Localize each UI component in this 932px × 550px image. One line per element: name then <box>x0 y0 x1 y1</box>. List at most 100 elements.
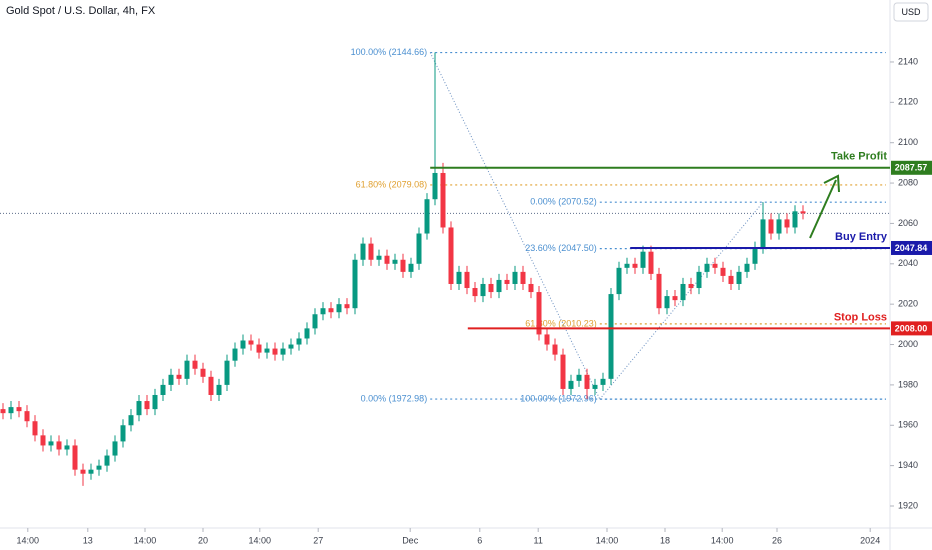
fib-label: 0.00% (2070.52) <box>530 197 597 207</box>
candle-body <box>720 267 726 276</box>
price-tag-label: 2008.00 <box>895 323 928 333</box>
candle-body <box>664 296 670 309</box>
y-tick-label: 1920 <box>898 500 918 510</box>
candle-body <box>432 172 438 200</box>
trade-name: Buy Entry <box>835 231 888 243</box>
candle-body <box>744 263 750 272</box>
candle-body <box>632 263 638 268</box>
y-tick-label: 1980 <box>898 379 918 389</box>
candle-body <box>328 308 334 313</box>
candle-body <box>376 255 382 260</box>
y-tick-label: 2040 <box>898 258 918 268</box>
candle-body <box>208 376 214 395</box>
candle-body <box>672 296 678 301</box>
candle-body <box>184 360 190 379</box>
candle-body <box>368 243 374 260</box>
candle-body <box>344 304 350 309</box>
candle-body <box>752 247 758 264</box>
x-tick-label: 27 <box>313 535 323 545</box>
candle-body <box>168 374 174 385</box>
candle-body <box>304 328 310 339</box>
candle-body <box>688 283 694 289</box>
candle-body <box>96 465 102 470</box>
y-tick-label: 2080 <box>898 177 918 187</box>
candle-body <box>192 360 198 369</box>
candle-body <box>272 348 278 355</box>
currency-button[interactable] <box>893 2 929 22</box>
candle-body <box>496 279 502 293</box>
currency-label[interactable]: USD <box>901 7 921 17</box>
candle-body <box>120 425 126 442</box>
x-tick-label: 20 <box>198 535 208 545</box>
candle-body <box>384 255 390 264</box>
candle-body <box>296 338 302 345</box>
candle-body <box>200 368 206 377</box>
candle-body <box>736 271 742 284</box>
candle-body <box>160 384 166 395</box>
candle-body <box>88 469 94 474</box>
candle-body <box>216 384 222 395</box>
candle-body <box>248 340 254 345</box>
fib-label: 61.80% (2079.08) <box>356 179 428 189</box>
candle-body <box>704 263 710 272</box>
candle-body <box>144 401 150 410</box>
candle-body <box>0 409 6 414</box>
x-tick-label: 14:00 <box>596 535 619 545</box>
candle-body <box>336 304 342 313</box>
candle-body <box>256 344 262 353</box>
candle-body <box>416 233 422 264</box>
y-tick-label: 2120 <box>898 97 918 107</box>
candle-body <box>240 340 246 349</box>
candle-body <box>616 267 622 295</box>
candle-body <box>72 445 78 470</box>
candle-body <box>552 344 558 355</box>
candle-body <box>288 344 294 349</box>
candle-body <box>728 275 734 284</box>
candle-body <box>24 411 30 422</box>
candle-body <box>544 334 550 345</box>
candle-body <box>456 271 462 284</box>
candle-body <box>608 294 614 379</box>
candle-body <box>424 199 430 234</box>
candle-body <box>792 211 798 228</box>
y-tick-label: 2000 <box>898 339 918 349</box>
y-tick-label: 2100 <box>898 137 918 147</box>
candle-body <box>696 271 702 289</box>
candle-body <box>576 374 582 381</box>
candle-body <box>592 384 598 389</box>
candle-body <box>472 288 478 297</box>
candle-body <box>56 441 62 450</box>
x-tick-label: 14:00 <box>711 535 734 545</box>
x-tick-label: 2024 <box>860 535 880 545</box>
candle-body <box>640 251 646 268</box>
plot: 100.00% (2144.66) 61.80% (2079.08) 0.00% (… <box>0 47 890 486</box>
candle-body <box>40 435 46 446</box>
candle-body <box>712 263 718 268</box>
candle-body <box>392 259 398 264</box>
fib-label: 100.00% (2144.66) <box>351 47 428 57</box>
candle-body <box>312 314 318 329</box>
price-tag-label: 2047.84 <box>895 243 928 253</box>
candle-body <box>80 469 86 474</box>
candle-body <box>536 292 542 335</box>
candle-body <box>512 271 518 284</box>
x-tick-label: 18 <box>660 535 670 545</box>
arrow <box>809 179 837 239</box>
fib-trend <box>599 201 764 400</box>
candle-body <box>400 259 406 272</box>
candle-body <box>280 348 286 355</box>
candle-body <box>624 263 630 268</box>
x-tick-label: 14:00 <box>249 535 272 545</box>
fib-label: 61.80% (2010.23) <box>525 318 597 328</box>
candle-body <box>32 421 38 436</box>
y-tick-label: 2060 <box>898 218 918 228</box>
x-tick-label: 13 <box>83 535 93 545</box>
trade-name: Take Profit <box>831 151 887 163</box>
candle-body <box>64 445 70 450</box>
candle-body <box>800 211 806 214</box>
trade-name: Stop Loss <box>834 311 887 323</box>
arrow-head <box>823 174 840 193</box>
candle-body <box>176 374 182 379</box>
candle-body <box>488 283 494 293</box>
